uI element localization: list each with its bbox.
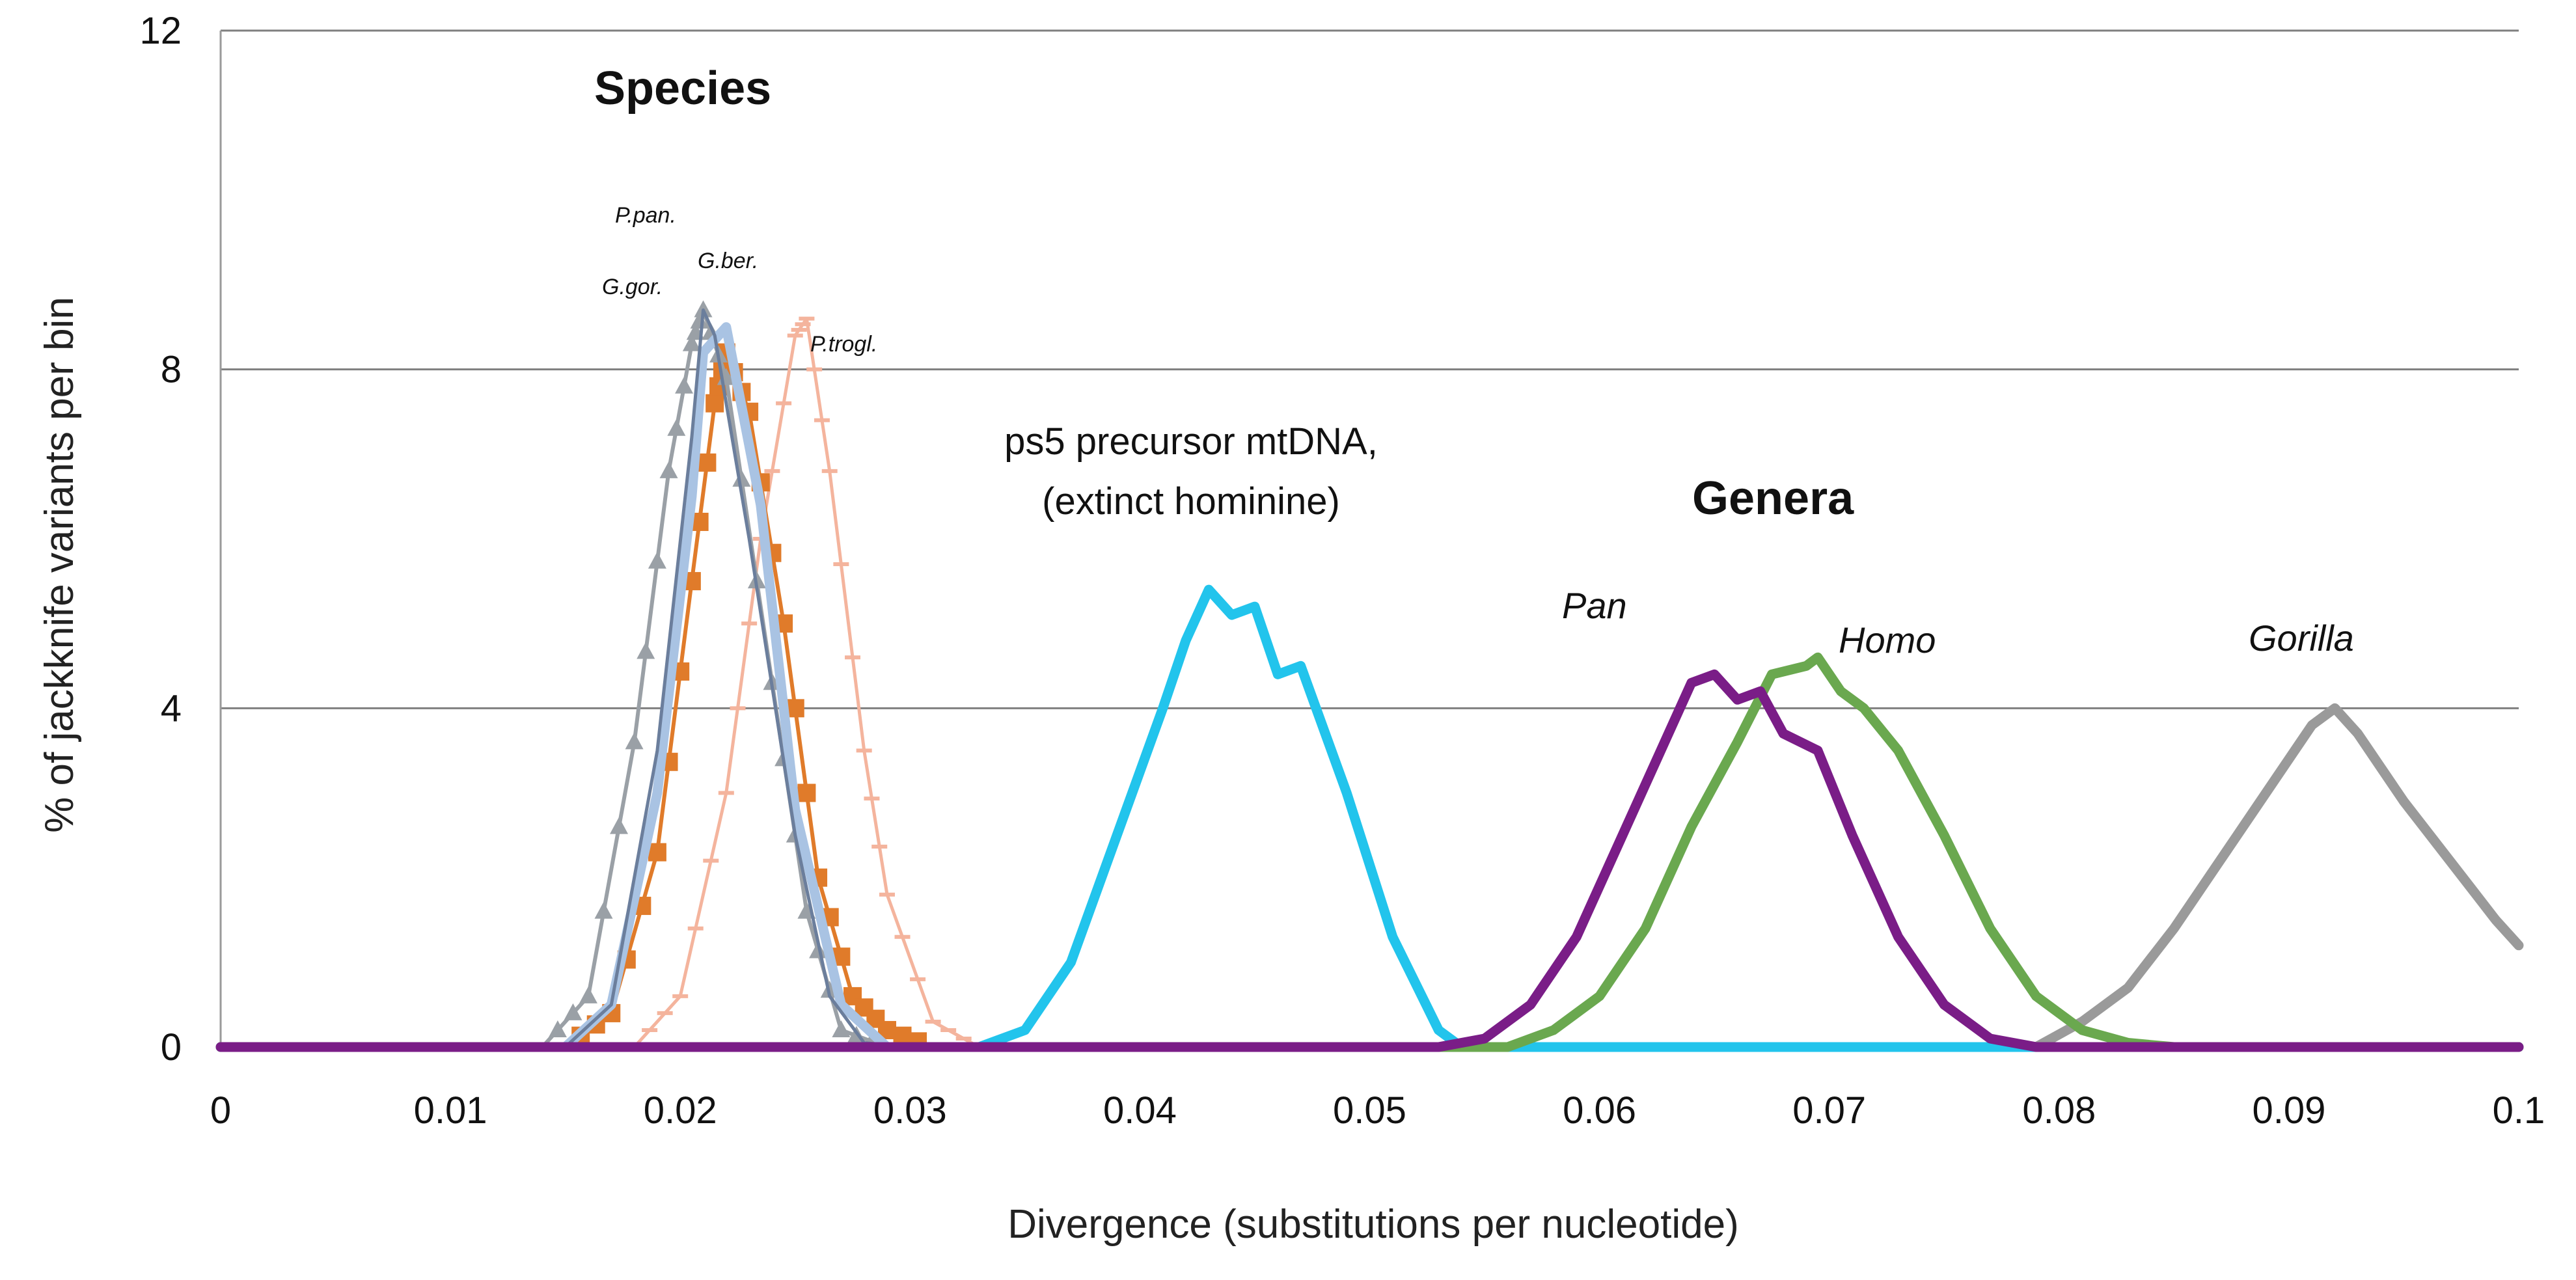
x-tick-label: 0.02: [644, 1089, 717, 1132]
marker-triangle: [682, 334, 701, 351]
x-tick-label: 0.04: [1103, 1089, 1177, 1132]
x-tick-label: 0.1: [2493, 1089, 2545, 1132]
series-line-ps5-precursor-mtdna: [215, 584, 2524, 1052]
x-axis-title: Divergence (substitutions per nucleotide…: [1007, 1202, 1738, 1247]
species-label: Species: [594, 62, 771, 115]
marker-triangle: [548, 1020, 567, 1037]
x-tick-label: 0.03: [873, 1089, 947, 1132]
marker-square: [706, 394, 724, 413]
series-line-gorilla: [215, 703, 2524, 1052]
marker-triangle: [610, 817, 629, 834]
g-ber-label: G.ber.: [698, 249, 758, 273]
y-tick-label: 8: [161, 349, 182, 391]
x-tick-label: 0.09: [2252, 1089, 2325, 1132]
gorilla-label: Gorilla: [2249, 618, 2354, 659]
marker-square: [893, 1026, 912, 1045]
y-tick-label: 4: [161, 687, 182, 729]
x-tick-label: 0: [210, 1089, 231, 1132]
marker-triangle: [667, 418, 686, 436]
marker-triangle: [625, 732, 644, 750]
x-tick-label: 0.01: [414, 1089, 487, 1132]
marker-triangle: [690, 311, 709, 329]
y-tick-label: 12: [139, 10, 182, 52]
series-line-pan: [215, 669, 2524, 1052]
pan-label: Pan: [1562, 585, 1627, 626]
gridlines: [221, 29, 2519, 709]
x-tick-label: 0.07: [1792, 1089, 1866, 1132]
y-tick-label: 0: [161, 1026, 182, 1069]
series-line-homo: [215, 652, 2524, 1052]
p-pan-label: P.pan.: [615, 203, 676, 228]
marker-triangle: [675, 376, 694, 394]
marker-triangle: [832, 1020, 851, 1037]
marker-square: [698, 453, 717, 472]
series-layer: [215, 300, 2524, 1052]
marker-square: [648, 843, 666, 862]
marker-triangle: [637, 642, 655, 659]
x-tick-label: 0.06: [1563, 1089, 1636, 1132]
homo-label: Homo: [1839, 620, 1936, 660]
tick-labels: 0 0.01 0.02 0.03 0.04 0.05 0.06 0.07 0.08 0.09 0.1…: [139, 10, 2545, 1132]
marker-triangle: [659, 461, 678, 478]
p-trogl-label: P.trogl.: [810, 332, 877, 357]
x-tick-label: 0.05: [1333, 1089, 1406, 1132]
marker-triangle: [579, 986, 597, 1003]
y-axis-title: % of jackknife variants per bin: [37, 297, 82, 833]
g-gor-label: G.gor.: [602, 275, 663, 299]
ps5-label-line2: (extinct hominine): [1042, 480, 1340, 523]
marker-triangle: [732, 469, 751, 487]
marker-triangle: [594, 901, 613, 919]
marker-triangle: [648, 551, 666, 569]
genera-label: Genera: [1692, 472, 1854, 524]
marker-triangle: [564, 1003, 582, 1020]
marker-square: [797, 783, 816, 802]
ps5-label-line1: ps5 precursor mtDNA,: [1004, 420, 1378, 463]
x-tick-label: 0.08: [2022, 1089, 2096, 1132]
